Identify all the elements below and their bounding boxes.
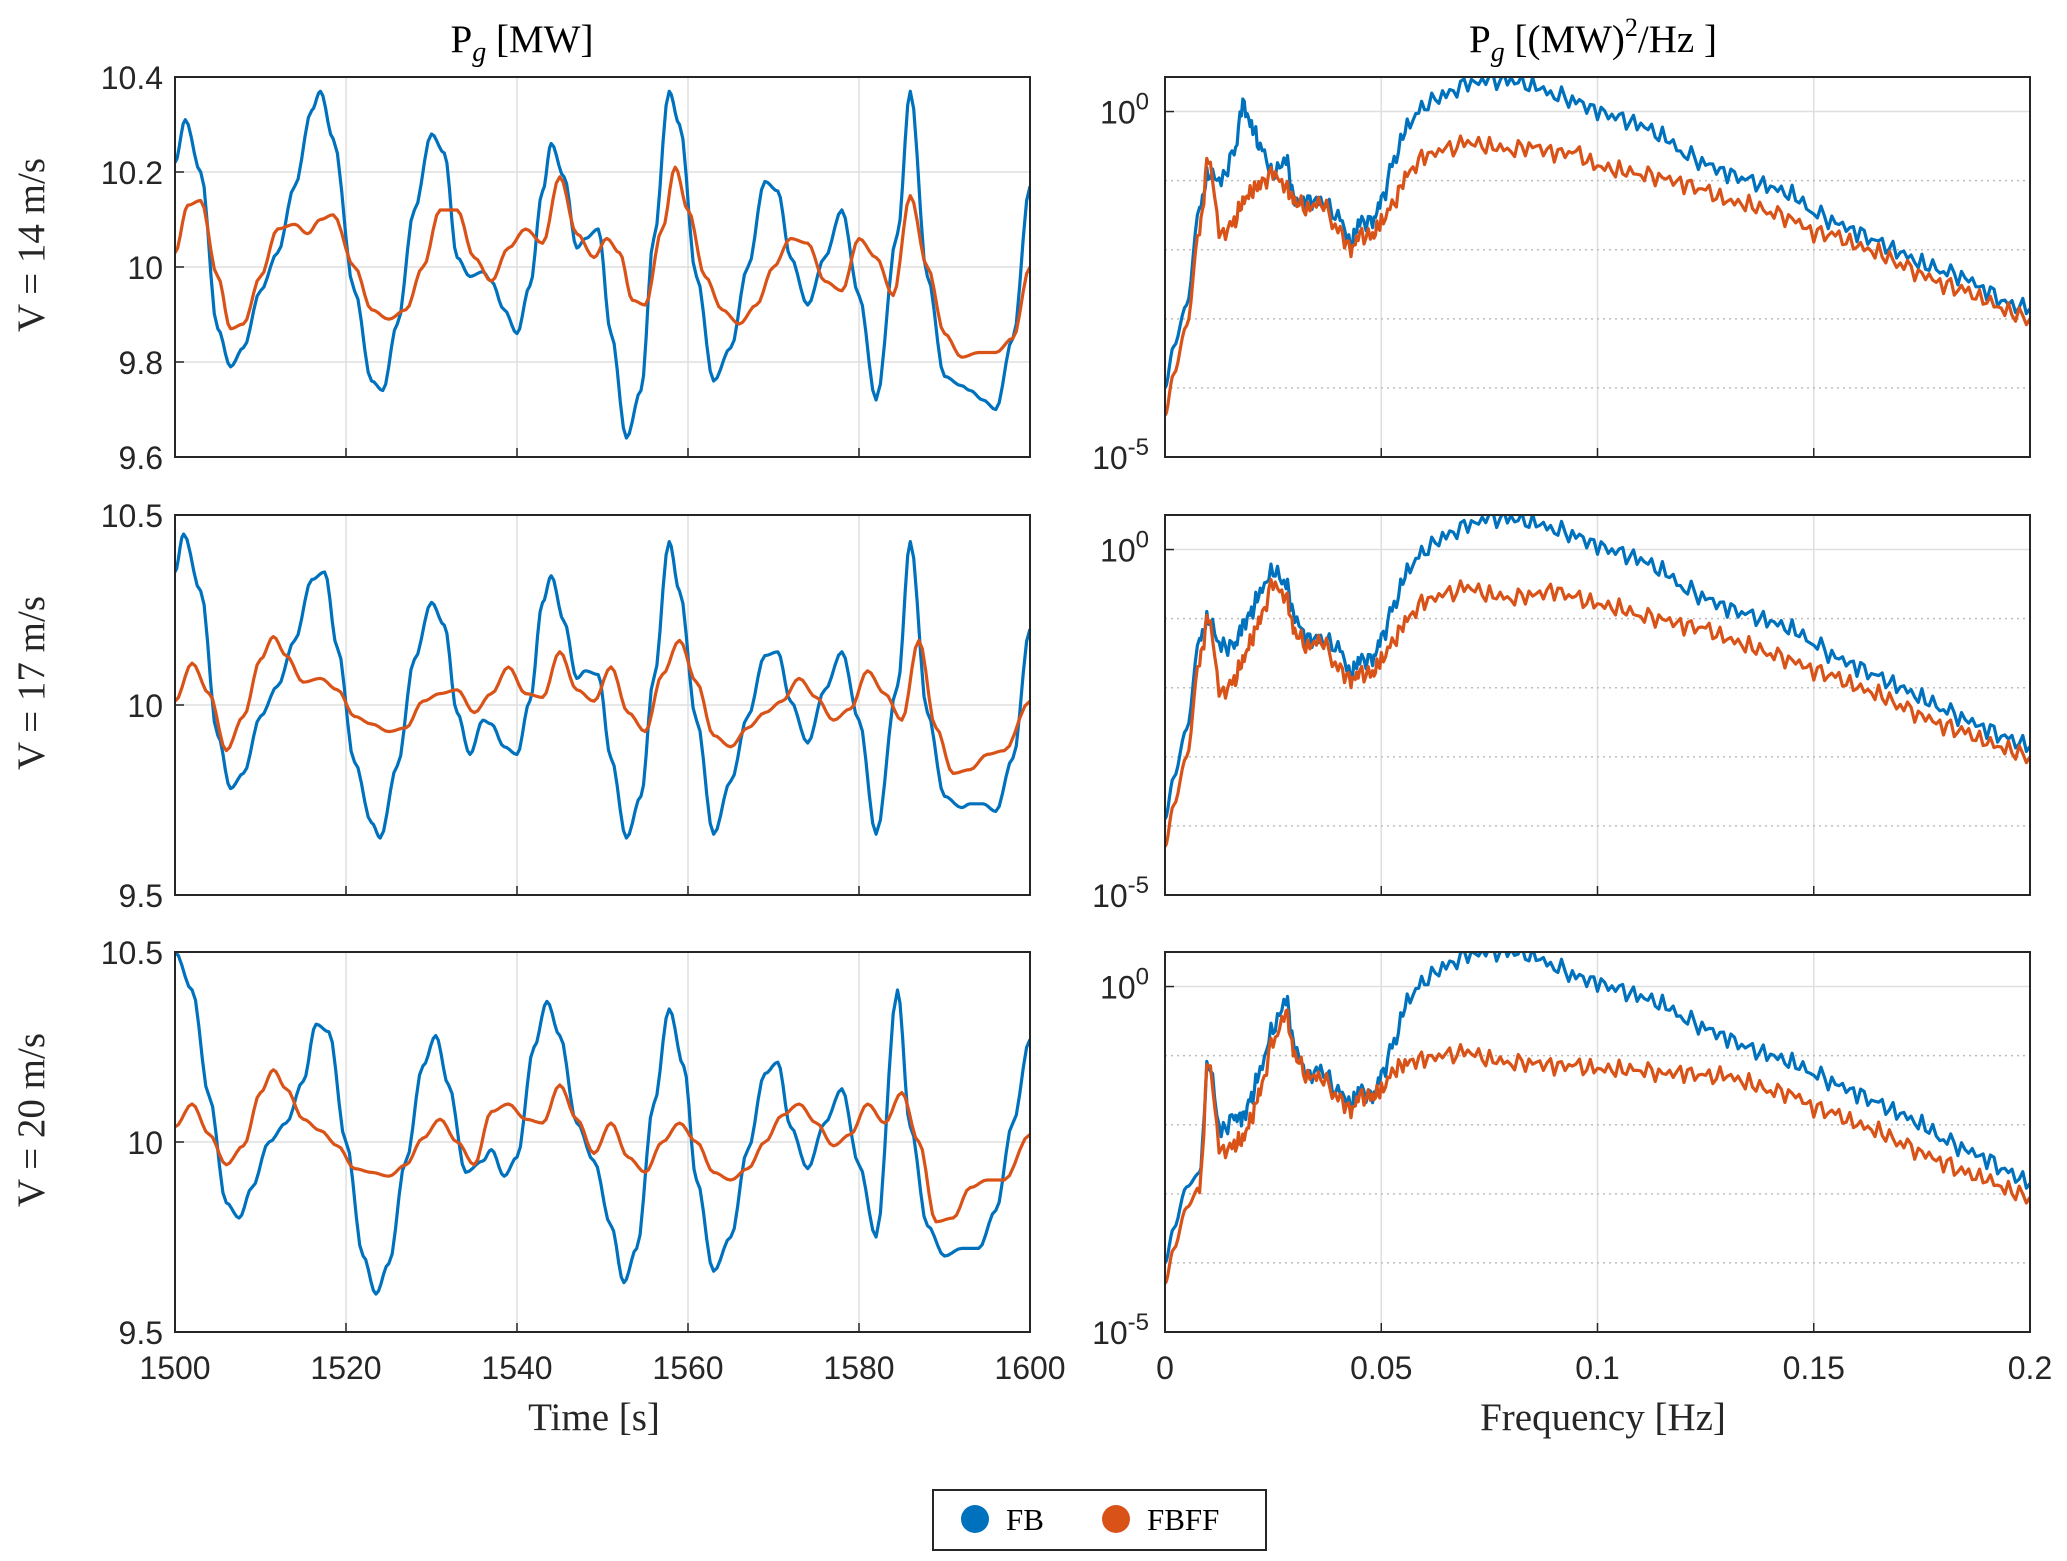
x-tick-label: 1520 xyxy=(310,1350,381,1386)
row-label-14: V = 14 m/s xyxy=(10,158,53,332)
x-tick-label: 0 xyxy=(1156,1350,1174,1386)
y-tick-label: 100 xyxy=(1100,527,1149,569)
series-fbff xyxy=(175,635,1030,775)
series-fbff xyxy=(175,1068,1030,1224)
series-fb xyxy=(1165,77,2030,389)
panel-time-14: 9.6 9.8 10 10.2 10.4 xyxy=(101,60,1031,476)
row-label-17: V = 17 m/s xyxy=(10,596,53,770)
series-fb xyxy=(175,89,1030,440)
axes-frame xyxy=(174,514,1031,896)
panel-time-17: 9.5 10 10.5 xyxy=(101,498,1031,914)
x-tick-label: 0.15 xyxy=(1783,1350,1845,1386)
legend-label-fbff: FBFF xyxy=(1147,1502,1219,1537)
y-tick-label: 10-5 xyxy=(1092,872,1149,914)
right-column-title: Pg [(MW)2/Hz ] xyxy=(1469,13,1717,68)
time-axis-label: Time [s] xyxy=(528,1396,660,1439)
y-tick-label: 10 xyxy=(127,688,163,724)
x-tick-label: 1560 xyxy=(652,1350,723,1386)
legend: FB FBFF xyxy=(932,1489,1267,1551)
y-tick-label: 10-5 xyxy=(1092,1309,1149,1351)
y-tick-label: 9.5 xyxy=(119,1315,163,1351)
series-fb xyxy=(1165,952,2030,1264)
series-fb xyxy=(175,952,1030,1296)
left-column-title: Pg [MW] xyxy=(451,18,594,68)
x-tick-label: 0.05 xyxy=(1350,1350,1412,1386)
axes-frame xyxy=(174,76,1031,458)
y-tick-label: 10.2 xyxy=(101,155,163,191)
y-tick-label: 10.5 xyxy=(101,935,163,971)
panel-time-20: 1500 1520 1540 1560 1580 1600 9.5 10 10.5 xyxy=(101,935,1066,1386)
panel-spectrum-14: 10-5 100 xyxy=(1092,76,2031,476)
y-tick-label: 10.4 xyxy=(101,60,163,96)
x-tick-label: 1580 xyxy=(823,1350,894,1386)
axes-frame xyxy=(1164,76,2031,458)
y-tick-label: 100 xyxy=(1100,89,1149,131)
y-tick-label: 9.5 xyxy=(119,878,163,914)
series-fbff xyxy=(1165,134,2030,417)
y-tick-label: 9.6 xyxy=(119,440,163,476)
y-tick-label: 10 xyxy=(127,1125,163,1161)
axes-frame xyxy=(174,951,1031,1333)
x-tick-label: 1600 xyxy=(994,1350,1065,1386)
x-tick-label: 0.1 xyxy=(1575,1350,1619,1386)
y-tick-label: 10.5 xyxy=(101,498,163,534)
x-tick-label: 0.2 xyxy=(2008,1350,2052,1386)
panel-spectrum-20: 0 0.05 0.1 0.15 0.2 10-5 100 xyxy=(1092,951,2052,1386)
series-fb xyxy=(175,532,1030,840)
legend-marker-fb xyxy=(961,1505,989,1533)
y-tick-label: 10 xyxy=(127,250,163,286)
frequency-axis-label: Frequency [Hz] xyxy=(1480,1396,1726,1439)
x-tick-label: 1540 xyxy=(481,1350,552,1386)
series-fb xyxy=(1165,515,2030,820)
axes-frame xyxy=(1164,514,2031,896)
legend-label-fb: FB xyxy=(1006,1502,1044,1537)
panels: 9.6 9.8 10 10.2 10.4 9.5 10 10.5 1500 1520 1540 156… xyxy=(101,60,2053,1386)
y-tick-label: 9.8 xyxy=(119,345,163,381)
panel-spectrum-17: 10-5 100 xyxy=(1092,514,2031,914)
y-tick-label: 10-5 xyxy=(1092,434,1149,476)
x-tick-label: 1500 xyxy=(139,1350,210,1386)
row-label-20: V = 20 m/s xyxy=(10,1033,53,1207)
series-fbff xyxy=(175,165,1030,359)
y-tick-label: 100 xyxy=(1100,964,1149,1006)
series-fbff xyxy=(1165,578,2030,848)
series-fbff xyxy=(1165,1008,2030,1285)
legend-marker-fbff xyxy=(1102,1505,1130,1533)
axes-frame xyxy=(1164,951,2031,1333)
